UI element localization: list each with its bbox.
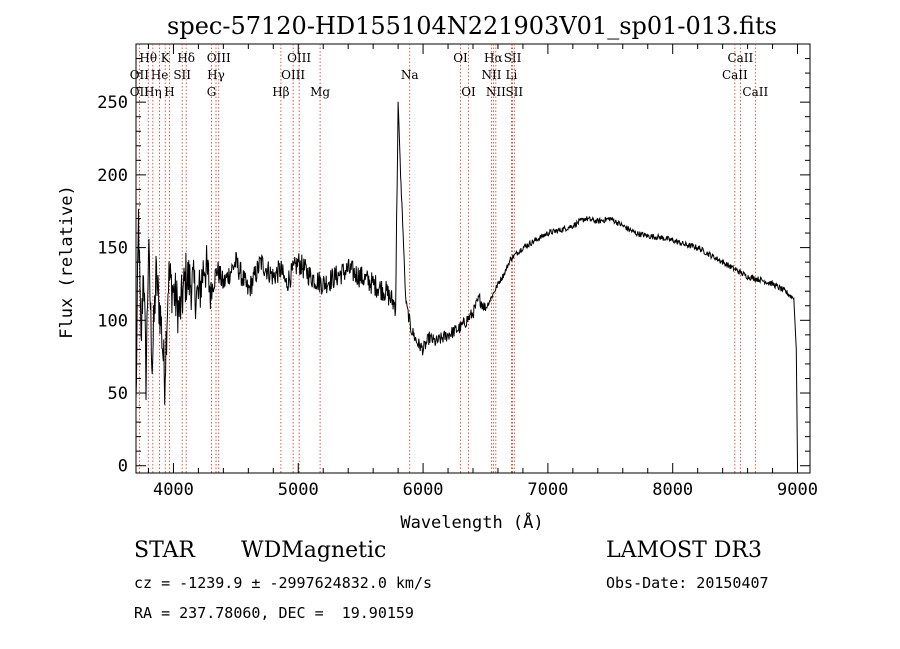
line-marker-label: SII bbox=[505, 85, 523, 99]
line-marker-label: OI bbox=[453, 51, 468, 65]
x-tick-label: 4000 bbox=[153, 480, 194, 500]
object-type: STAR bbox=[134, 538, 195, 563]
line-marker-label: NII bbox=[486, 85, 506, 99]
line-marker-label: Hη bbox=[144, 85, 162, 99]
x-tick-label: 6000 bbox=[403, 480, 444, 500]
line-marker-label: CaII bbox=[742, 85, 768, 99]
y-tick-label: 150 bbox=[97, 239, 128, 259]
line-marker-label: SII bbox=[173, 68, 191, 82]
line-marker-label: Hα bbox=[484, 51, 503, 65]
line-marker-label: CaII bbox=[722, 68, 748, 82]
line-marker-label: He bbox=[151, 68, 169, 82]
line-marker-label: Hγ bbox=[207, 68, 225, 82]
y-axis-label: Flux (relative) bbox=[57, 185, 77, 339]
line-marker-label: SII bbox=[504, 51, 522, 65]
line-marker-label: Hθ bbox=[139, 51, 157, 65]
line-marker-label: Hδ bbox=[177, 51, 195, 65]
object-subclass: WDMagnetic bbox=[241, 538, 387, 563]
redshift-cz: cz = -1239.9 ± -2997624832.0 km/s bbox=[134, 574, 433, 592]
x-tick-label: 9000 bbox=[777, 480, 818, 500]
obs-date: Obs-Date: 20150407 bbox=[606, 574, 769, 592]
line-marker-label: OIII bbox=[287, 51, 311, 65]
line-marker-label: H bbox=[164, 85, 174, 99]
x-tick-label: 7000 bbox=[527, 480, 568, 500]
x-axis-label: Wavelength (Å) bbox=[400, 511, 543, 533]
x-tick-label: 5000 bbox=[278, 480, 319, 500]
line-marker-label: OIII bbox=[281, 68, 305, 82]
line-marker-label: K bbox=[161, 51, 171, 65]
spectrum-line bbox=[135, 101, 798, 466]
line-marker-label: OIII bbox=[207, 51, 231, 65]
coordinates: RA = 237.78060, DEC = 19.90159 bbox=[134, 604, 414, 622]
line-marker-label: G bbox=[207, 85, 217, 99]
line-marker-label: NII bbox=[481, 68, 501, 82]
line-marker-label: Na bbox=[401, 68, 419, 82]
line-marker-label: Li bbox=[506, 68, 518, 82]
y-tick-label: 0 bbox=[118, 457, 128, 477]
x-tick-label: 8000 bbox=[652, 480, 693, 500]
line-marker-label: OII bbox=[130, 85, 150, 99]
line-marker-label: OII bbox=[130, 68, 150, 82]
line-marker-label: CaII bbox=[727, 51, 753, 65]
line-marker-label: Hβ bbox=[272, 85, 289, 99]
y-tick-label: 100 bbox=[97, 311, 128, 331]
chart-title: spec-57120-HD155104N221903V01_sp01-013.f… bbox=[167, 12, 777, 40]
y-tick-label: 200 bbox=[97, 166, 128, 186]
axes: 4000 5000 6000 7000 8000 9000 0 50 100 150 200 250 bbox=[97, 44, 818, 500]
line-marker-label: Mg bbox=[310, 85, 330, 99]
line-marker-label: OI bbox=[461, 85, 476, 99]
survey-name: LAMOST DR3 bbox=[606, 538, 762, 563]
y-tick-label: 250 bbox=[97, 93, 128, 113]
y-tick-label: 50 bbox=[108, 384, 128, 404]
